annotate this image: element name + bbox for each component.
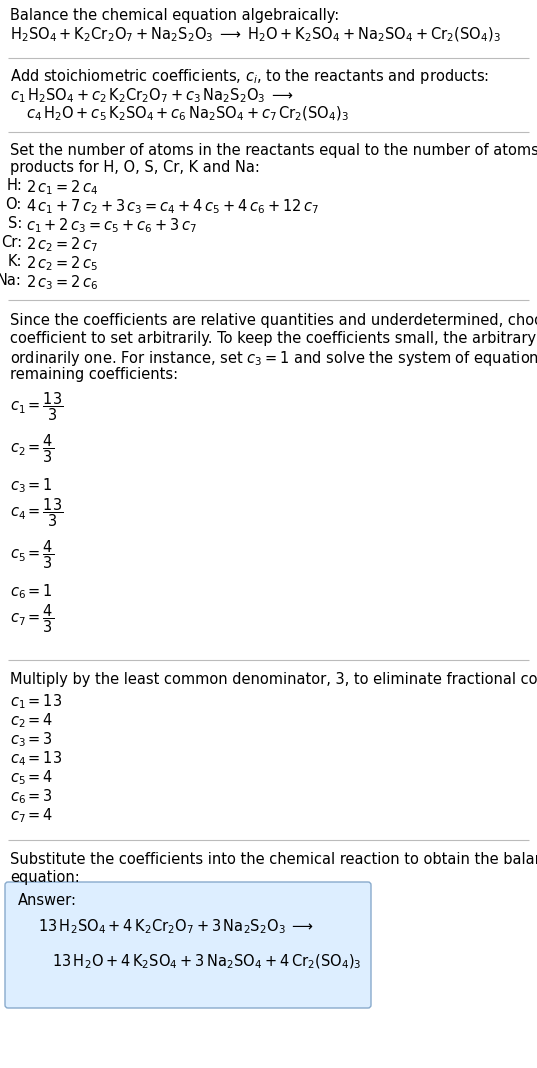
Text: $c_2 = \dfrac{4}{3}$: $c_2 = \dfrac{4}{3}$ xyxy=(10,431,54,465)
Text: equation:: equation: xyxy=(10,870,80,885)
Text: Multiply by the least common denominator, 3, to eliminate fractional coefficient: Multiply by the least common denominator… xyxy=(10,672,537,687)
Text: $\mathsf{H_2SO_4 + K_2Cr_2O_7 + Na_2S_2O_3 \;\longrightarrow\; H_2O + K_2SO_4 + : $\mathsf{H_2SO_4 + K_2Cr_2O_7 + Na_2S_2O… xyxy=(10,26,501,45)
Text: $c_7 = 4$: $c_7 = 4$ xyxy=(10,806,53,824)
Text: O:: O: xyxy=(5,197,22,213)
Text: $c_2 = 4$: $c_2 = 4$ xyxy=(10,711,53,729)
Text: coefficient to set arbitrarily. To keep the coefficients small, the arbitrary va: coefficient to set arbitrarily. To keep … xyxy=(10,331,537,346)
Text: $c_5 = 4$: $c_5 = 4$ xyxy=(10,768,53,787)
Text: $13\,\mathsf{H_2SO_4} + 4\,\mathsf{K_2Cr_2O_7} + 3\,\mathsf{Na_2S_2O_3} \;\longr: $13\,\mathsf{H_2SO_4} + 4\,\mathsf{K_2Cr… xyxy=(38,917,314,936)
Text: $c_1 = \dfrac{13}{3}$: $c_1 = \dfrac{13}{3}$ xyxy=(10,390,63,423)
Text: $c_1 + 2\,c_3 = c_5 + c_6 + 3\,c_7$: $c_1 + 2\,c_3 = c_5 + c_6 + 3\,c_7$ xyxy=(26,216,197,235)
Text: $c_3 = 3$: $c_3 = 3$ xyxy=(10,731,53,749)
Text: $c_3 = 1$: $c_3 = 1$ xyxy=(10,476,53,494)
Text: $c_1 = 13$: $c_1 = 13$ xyxy=(10,692,62,710)
Text: $c_7 = \dfrac{4}{3}$: $c_7 = \dfrac{4}{3}$ xyxy=(10,602,54,634)
Text: Since the coefficients are relative quantities and underdetermined, choose a: Since the coefficients are relative quan… xyxy=(10,313,537,328)
Text: $2\,c_2 = 2\,c_7$: $2\,c_2 = 2\,c_7$ xyxy=(26,235,98,254)
Text: Balance the chemical equation algebraically:: Balance the chemical equation algebraica… xyxy=(10,7,339,23)
Text: $c_4\,\mathsf{H_2O} + c_5\,\mathsf{K_2SO_4} + c_6\,\mathsf{Na_2SO_4} + c_7\,\mat: $c_4\,\mathsf{H_2O} + c_5\,\mathsf{K_2SO… xyxy=(26,105,349,124)
Text: Set the number of atoms in the reactants equal to the number of atoms in the: Set the number of atoms in the reactants… xyxy=(10,143,537,158)
Text: Na:: Na: xyxy=(0,273,22,288)
Text: $2\,c_3 = 2\,c_6$: $2\,c_3 = 2\,c_6$ xyxy=(26,273,98,292)
Text: products for H, O, S, Cr, K and Na:: products for H, O, S, Cr, K and Na: xyxy=(10,160,260,175)
Text: $4\,c_1 + 7\,c_2 + 3\,c_3 = c_4 + 4\,c_5 + 4\,c_6 + 12\,c_7$: $4\,c_1 + 7\,c_2 + 3\,c_3 = c_4 + 4\,c_5… xyxy=(26,197,319,216)
Text: $13\,\mathsf{H_2O} + 4\,\mathsf{K_2SO_4} + 3\,\mathsf{Na_2SO_4} + 4\,\mathsf{Cr_: $13\,\mathsf{H_2O} + 4\,\mathsf{K_2SO_4}… xyxy=(52,953,361,972)
Text: $c_6 = 1$: $c_6 = 1$ xyxy=(10,582,53,600)
Text: Add stoichiometric coefficients, $c_i$, to the reactants and products:: Add stoichiometric coefficients, $c_i$, … xyxy=(10,67,489,87)
Text: S:: S: xyxy=(8,216,22,231)
Text: $c_1\,\mathsf{H_2SO_4} + c_2\,\mathsf{K_2Cr_2O_7} + c_3\,\mathsf{Na_2S_2O_3} \;\: $c_1\,\mathsf{H_2SO_4} + c_2\,\mathsf{K_… xyxy=(10,87,294,105)
Text: $c_4 = \dfrac{13}{3}$: $c_4 = \dfrac{13}{3}$ xyxy=(10,496,63,529)
Text: H:: H: xyxy=(6,178,22,193)
Text: $2\,c_1 = 2\,c_4$: $2\,c_1 = 2\,c_4$ xyxy=(26,178,98,197)
Text: ordinarily one. For instance, set $c_3 = 1$ and solve the system of equations fo: ordinarily one. For instance, set $c_3 =… xyxy=(10,349,537,368)
Text: remaining coefficients:: remaining coefficients: xyxy=(10,367,178,382)
Text: $c_6 = 3$: $c_6 = 3$ xyxy=(10,787,53,805)
Text: Answer:: Answer: xyxy=(18,893,77,908)
FancyBboxPatch shape xyxy=(5,882,371,1008)
Text: Substitute the coefficients into the chemical reaction to obtain the balanced: Substitute the coefficients into the che… xyxy=(10,852,537,867)
Text: K:: K: xyxy=(8,254,22,269)
Text: $c_4 = 13$: $c_4 = 13$ xyxy=(10,749,62,768)
Text: Cr:: Cr: xyxy=(1,235,22,250)
Text: $c_5 = \dfrac{4}{3}$: $c_5 = \dfrac{4}{3}$ xyxy=(10,538,54,570)
Text: $2\,c_2 = 2\,c_5$: $2\,c_2 = 2\,c_5$ xyxy=(26,254,98,272)
